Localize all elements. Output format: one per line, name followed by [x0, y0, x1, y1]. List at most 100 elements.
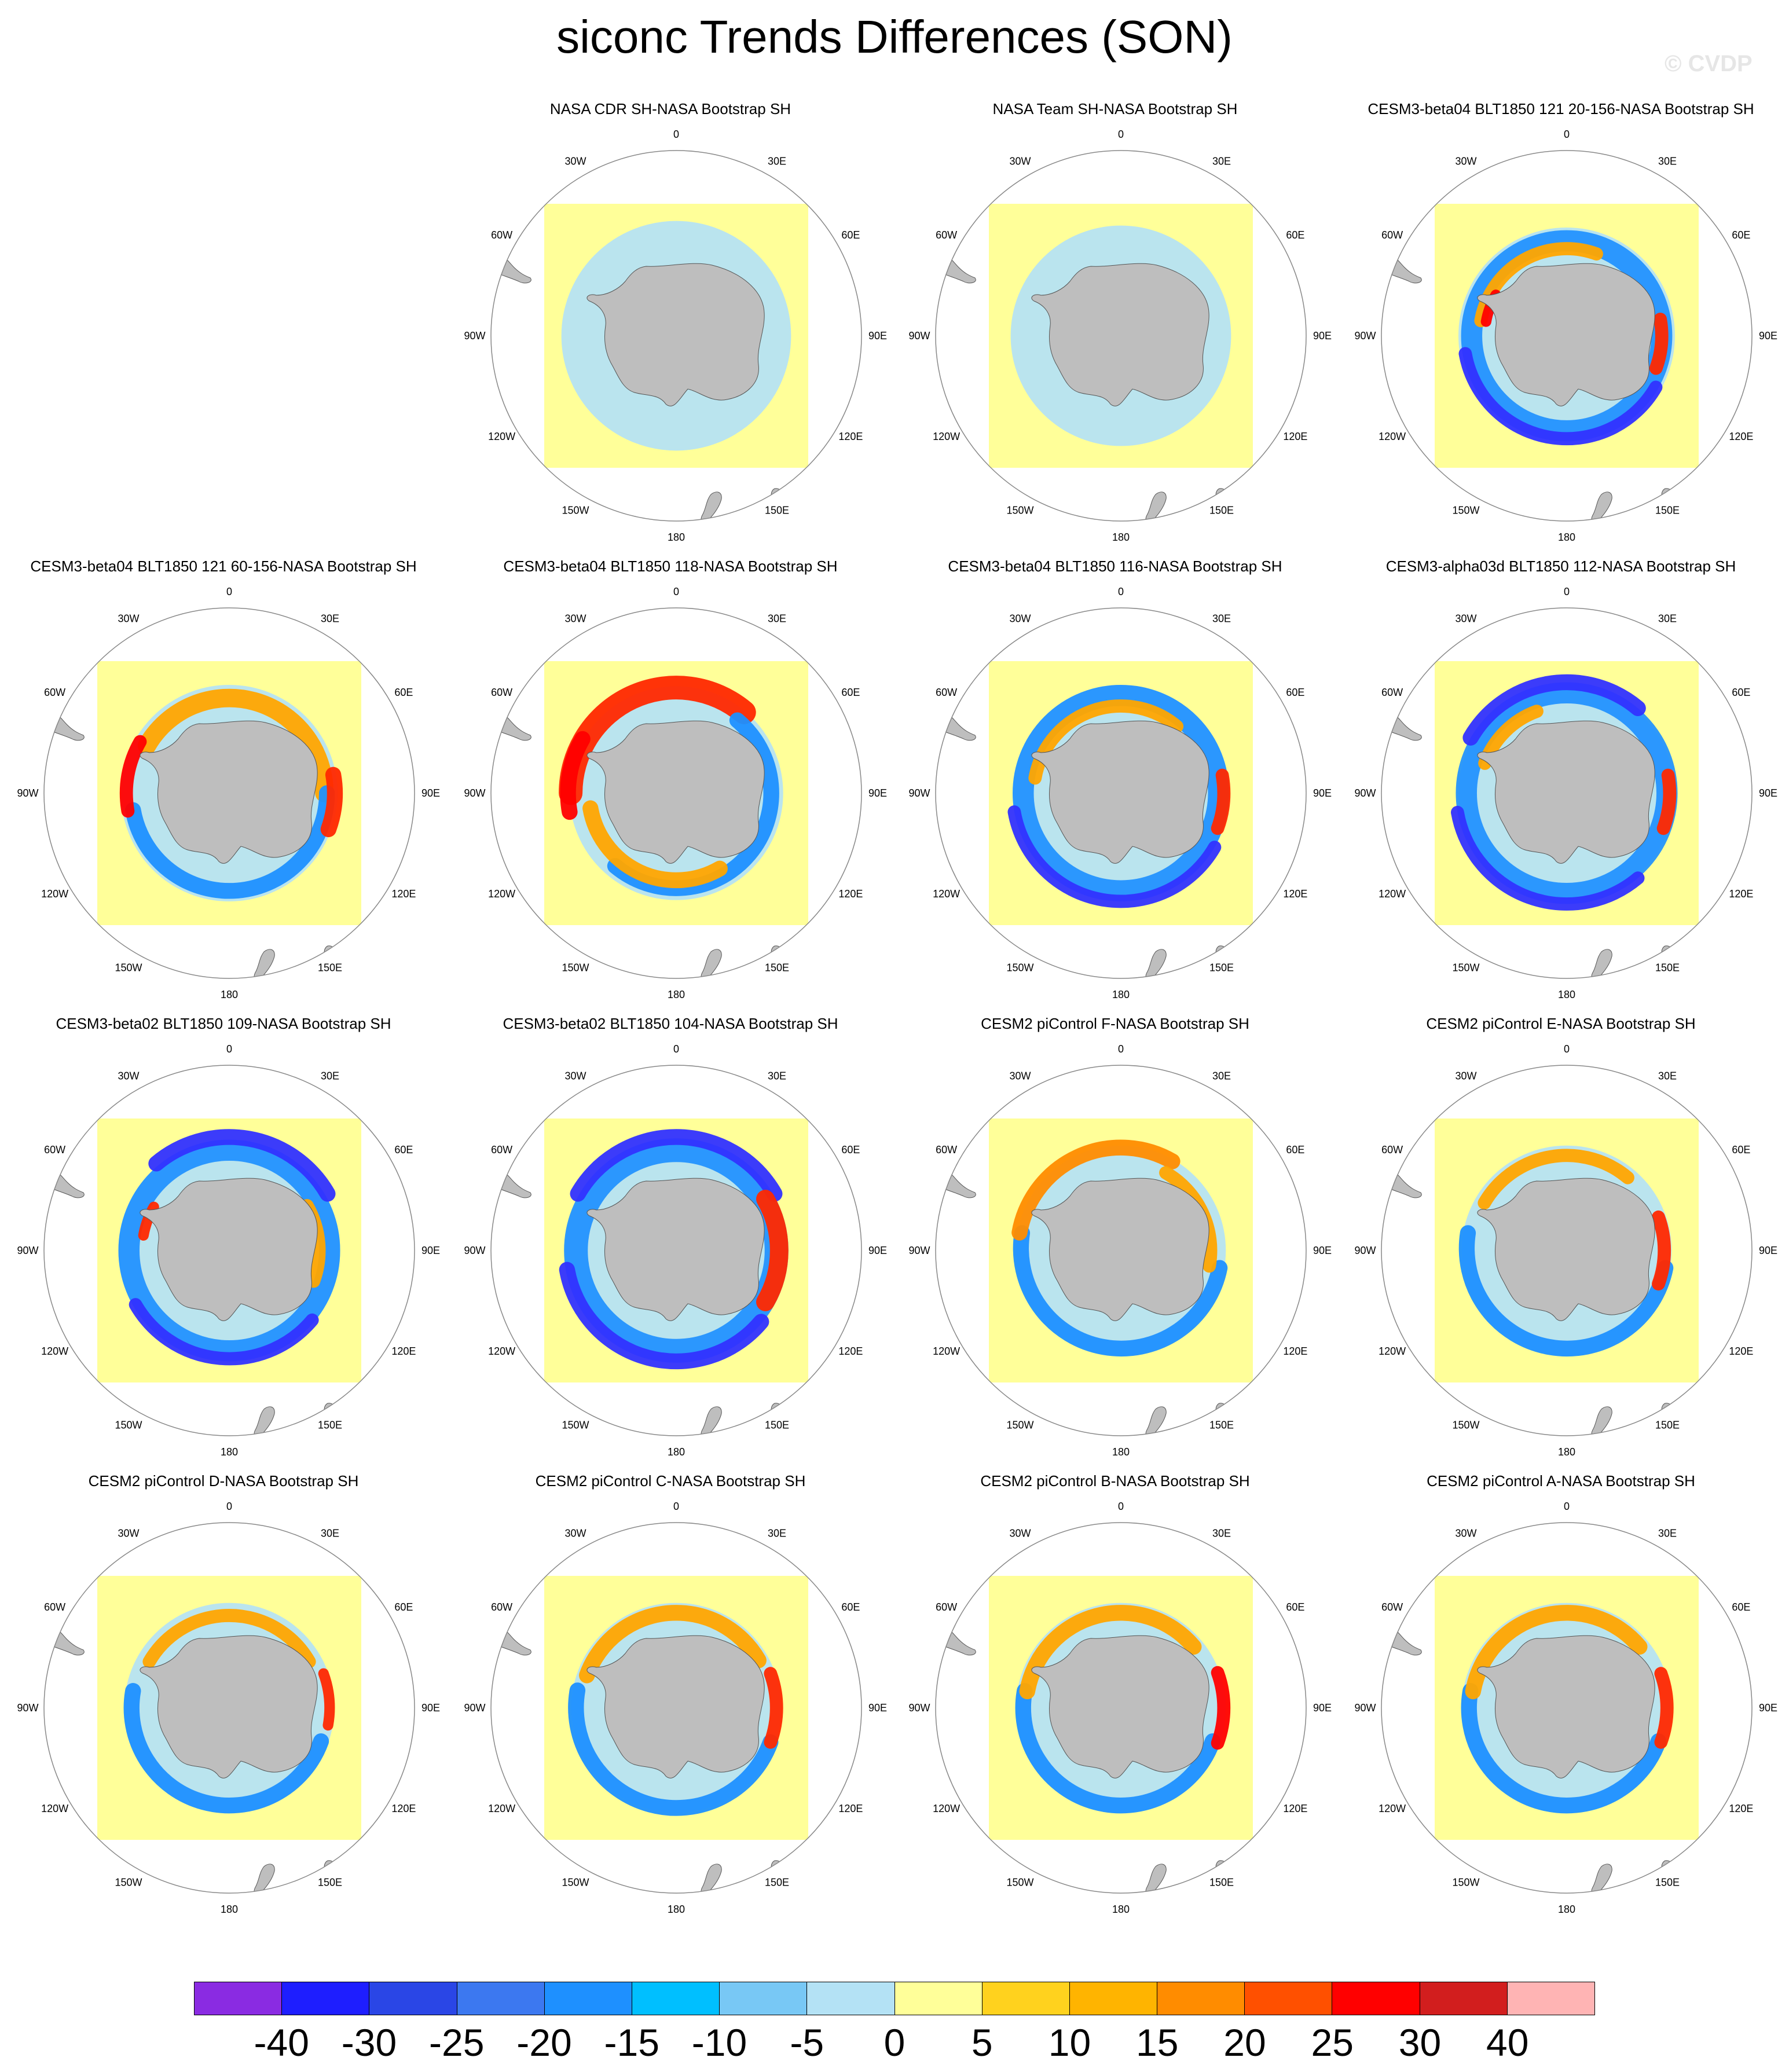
- colorbar-swatch: [282, 1982, 370, 2015]
- longitude-label: 180: [221, 1904, 238, 1915]
- longitude-label: 0: [1564, 129, 1570, 140]
- longitude-label: 60W: [936, 229, 957, 241]
- trend-arc: [1465, 1605, 1648, 1700]
- panel-title: CESM2 piControl C-NASA Bootstrap SH: [535, 1472, 806, 1490]
- tasmania: [1215, 1403, 1227, 1417]
- panel-title: CESM3-beta04 BLT1850 121 20-156-NASA Boo…: [1368, 100, 1754, 118]
- longitude-label: 120W: [933, 1803, 960, 1814]
- longitude-label: 180: [668, 989, 685, 1000]
- longitude-label: 60W: [491, 687, 512, 698]
- trend-arc: [123, 1683, 329, 1814]
- antarctica-landmass: [586, 720, 765, 864]
- longitude-label: 60E: [841, 1601, 860, 1613]
- colorbar-swatch: [369, 1982, 457, 2015]
- longitude-label: 60E: [1286, 687, 1304, 698]
- map-panel: CESM3-beta04 BLT1850 116-NASA Bootstrap …: [892, 556, 1339, 1013]
- trend-arc: [1011, 1139, 1181, 1241]
- longitude-label: 180: [1558, 989, 1575, 1000]
- trend-arc: [756, 1190, 789, 1311]
- trend-arc: [137, 688, 334, 802]
- trend-arc: [119, 735, 147, 818]
- longitude-label: 120E: [391, 1345, 416, 1357]
- colorbar-label: -30: [341, 2021, 397, 2064]
- trend-arc: [1211, 768, 1231, 835]
- map-field: [936, 661, 1253, 978]
- longitude-label: 120E: [1729, 888, 1753, 900]
- trend-arc: [1013, 1225, 1228, 1357]
- colorbar-label: -5: [790, 2021, 824, 2064]
- longitude-label: 90E: [1313, 330, 1332, 342]
- polar-map: 0 30E 60E 90E 120E 150E 180 150W 120W 90W 60W 30W: [464, 129, 887, 543]
- colorbar-label: 15: [1136, 2021, 1179, 2064]
- new-zealand: [254, 1864, 275, 1893]
- trend-arc: [320, 767, 343, 838]
- longitude-label: 0: [1564, 586, 1570, 597]
- trend-arc: [764, 1667, 783, 1749]
- longitude-label: 90W: [1354, 330, 1376, 342]
- map-boundary: [935, 1065, 1307, 1436]
- tasmania: [771, 488, 782, 502]
- longitude-label: 120E: [1283, 888, 1307, 900]
- longitude-label: 30W: [1455, 613, 1476, 625]
- trend-arc: [1654, 1667, 1674, 1749]
- trend-arc: [129, 1298, 319, 1366]
- longitude-label: 120E: [391, 888, 416, 900]
- longitude-label: 60E: [1286, 1144, 1304, 1156]
- longitude-label: 180: [221, 989, 238, 1000]
- polar-map: 0 30E 60E 90E 120E 150E 180 150W 120W 90W 60W 30W: [908, 129, 1332, 543]
- longitude-label: 90W: [908, 787, 930, 799]
- longitude-label: 30W: [564, 1528, 586, 1539]
- longitude-label: 60E: [1286, 229, 1304, 241]
- map-boundary: [490, 607, 862, 979]
- longitude-label: 120W: [488, 1345, 515, 1357]
- longitude-label: 0: [226, 1043, 232, 1055]
- longitude-label: 120E: [1283, 431, 1307, 442]
- longitude-label: 90W: [908, 1702, 930, 1714]
- longitude-label: 60W: [936, 687, 957, 698]
- longitude-label: 150E: [1655, 1876, 1680, 1888]
- map-field: [936, 1118, 1253, 1436]
- longitude-label: 60W: [936, 1144, 957, 1156]
- longitude-label: 150W: [562, 1876, 589, 1888]
- tasmania: [771, 1860, 782, 1874]
- colorbar-swatch: [894, 1982, 983, 2015]
- panel-title: CESM2 piControl D-NASA Bootstrap SH: [88, 1472, 359, 1490]
- longitude-label: 150E: [318, 1419, 342, 1431]
- longitude-label: 60E: [394, 687, 413, 698]
- antarctica-landmass: [140, 720, 318, 864]
- tasmania: [1661, 1860, 1673, 1874]
- longitude-label: 60W: [44, 687, 65, 698]
- colorbar-swatch: [807, 1982, 895, 2015]
- longitude-label: 150W: [562, 962, 589, 973]
- longitude-label: 120E: [838, 888, 863, 900]
- longitude-label: 30W: [1455, 1528, 1476, 1539]
- tasmania: [771, 945, 782, 959]
- longitude-label: 150W: [115, 1419, 142, 1431]
- colorbar: [194, 1982, 1595, 2015]
- new-zealand: [1145, 1406, 1167, 1436]
- map-boundary: [1381, 607, 1753, 979]
- longitude-label: 30W: [118, 613, 139, 625]
- longitude-label: 30E: [321, 1528, 339, 1539]
- map-boundary: [935, 607, 1307, 979]
- map-boundary: [1381, 150, 1753, 522]
- longitude-label: 30E: [1212, 156, 1231, 167]
- colorbar-swatches: [194, 1982, 1595, 2015]
- map-boundary: [490, 150, 862, 522]
- antarctica-landmass: [1031, 1178, 1209, 1321]
- longitude-label: 90E: [1313, 1702, 1332, 1714]
- map-panel: NASA CDR SH-NASA Bootstrap SH 0 30E 60E 90E 1…: [447, 98, 894, 556]
- longitude-label: 120E: [391, 1803, 416, 1814]
- longitude-label: 150W: [562, 1419, 589, 1431]
- longitude-label: 90W: [464, 1245, 485, 1256]
- longitude-label: 150E: [1655, 962, 1680, 973]
- longitude-label: 30E: [768, 613, 786, 625]
- antarctica-landmass: [1477, 263, 1655, 406]
- colorbar-swatch: [1332, 1982, 1420, 2015]
- map-field: [936, 204, 1253, 521]
- longitude-label: 0: [1118, 1043, 1124, 1055]
- longitude-label: 180: [1558, 531, 1575, 543]
- panel-title: CESM2 piControl B-NASA Bootstrap SH: [980, 1472, 1250, 1490]
- new-zealand: [701, 949, 722, 978]
- longitude-label: 60W: [44, 1144, 65, 1156]
